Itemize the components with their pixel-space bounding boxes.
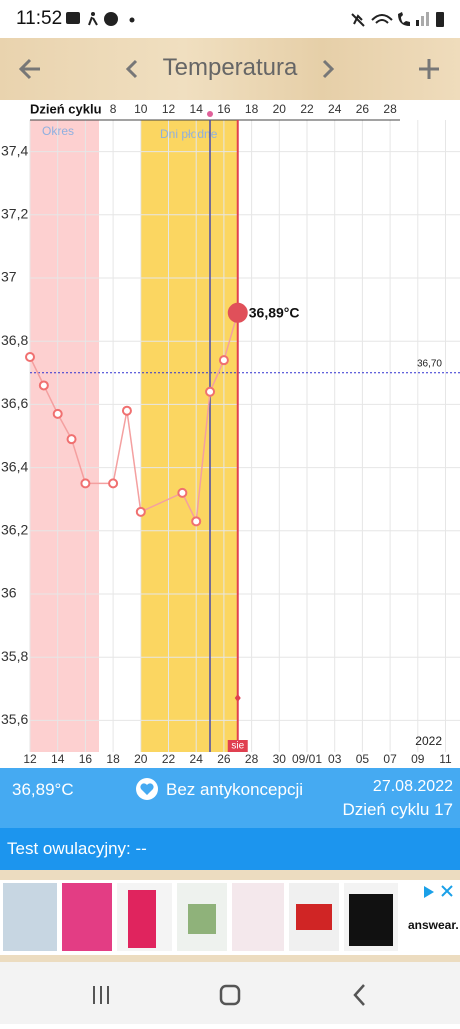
system-icons bbox=[351, 12, 444, 27]
temperature-chart: Okres Dni płodne35,635,83636,236,436,636,… bbox=[0, 100, 460, 766]
line-segment bbox=[140, 492, 183, 513]
data-point bbox=[25, 352, 35, 362]
value-label: 36,89°C bbox=[249, 304, 300, 320]
line-segment bbox=[209, 359, 225, 393]
data-point bbox=[135, 506, 146, 517]
add-button[interactable] bbox=[416, 56, 442, 82]
data-point bbox=[177, 487, 188, 498]
x-tick-label: 07 bbox=[383, 752, 397, 766]
next-button[interactable] bbox=[320, 58, 336, 80]
screen-title: Temperatura bbox=[162, 54, 298, 81]
data-point bbox=[38, 380, 49, 391]
contraception: Bez antykoncepcji bbox=[166, 780, 304, 799]
y-tick-label: 36,4 bbox=[1, 458, 28, 474]
x-tick-label: 05 bbox=[356, 752, 370, 766]
y-tick-label: 37 bbox=[1, 269, 17, 285]
x-tick-label: 28 bbox=[245, 752, 259, 766]
x-tick-label: 18 bbox=[106, 752, 120, 766]
month-marker-bg bbox=[227, 740, 248, 752]
cycle-day-label: 18 bbox=[245, 102, 259, 116]
y-tick-label: 36,2 bbox=[1, 522, 28, 538]
cycle-day-label: 10 bbox=[134, 102, 148, 116]
status-bar: 11:52 bbox=[0, 0, 460, 38]
x-tick-label: 26 bbox=[217, 752, 231, 766]
month-marker: sie bbox=[231, 741, 244, 752]
fertile-band bbox=[140, 120, 238, 752]
nav-buttons bbox=[93, 984, 365, 1006]
line-segment bbox=[70, 438, 87, 484]
ad-banner[interactable]: answear. bbox=[0, 880, 460, 955]
today-marker bbox=[234, 694, 241, 702]
app-header: Temperatura bbox=[0, 38, 460, 100]
nav-bar bbox=[0, 962, 460, 1024]
cycle-day-label: 22 bbox=[300, 102, 314, 116]
line-segment bbox=[43, 385, 59, 415]
x-tick-label: 11 bbox=[439, 752, 452, 766]
ad-images bbox=[3, 883, 453, 951]
cycle-day-label: 16 bbox=[217, 102, 231, 116]
data-point bbox=[52, 408, 63, 419]
y-tick-label: 35,8 bbox=[1, 648, 28, 664]
ovulation-test: Test owulacyjny: -- bbox=[7, 839, 147, 858]
line-segment bbox=[195, 391, 211, 522]
line-segment bbox=[29, 356, 45, 386]
y-tick-label: 35,6 bbox=[1, 711, 28, 727]
top-axis-bg bbox=[0, 100, 460, 120]
line-segment bbox=[112, 410, 128, 484]
y-tick-label: 36 bbox=[1, 585, 17, 601]
cycle-day-label: 20 bbox=[273, 102, 287, 116]
cycle-day-label: 24 bbox=[328, 102, 342, 116]
ovulation-panel[interactable]: Test owulacyjny: -- bbox=[0, 828, 460, 870]
x-tick-label: 30 bbox=[273, 752, 287, 766]
year-label: 2022 bbox=[415, 734, 442, 748]
data-point bbox=[205, 386, 216, 397]
clock: 11:52 bbox=[16, 8, 63, 29]
line-segment bbox=[126, 410, 142, 512]
y-tick-label: 36,6 bbox=[1, 395, 28, 411]
reference-label: 36,70 bbox=[417, 358, 442, 369]
data-point bbox=[108, 478, 119, 489]
data-point bbox=[191, 516, 202, 527]
x-tick-label: 20 bbox=[134, 752, 148, 766]
y-tick-label: 36,8 bbox=[1, 332, 28, 348]
x-tick-label: 16 bbox=[79, 752, 93, 766]
y-tick-label: 37,4 bbox=[1, 142, 28, 158]
x-tick-label: 24 bbox=[190, 752, 204, 766]
band-label: Dni płodne bbox=[160, 127, 218, 141]
cycle-day-label: 14 bbox=[190, 102, 204, 116]
data-point bbox=[80, 478, 91, 489]
status-icons bbox=[66, 12, 135, 26]
data-point bbox=[121, 405, 132, 416]
back-button[interactable] bbox=[18, 56, 44, 82]
info-panel: 36,89°C Bez antykoncepcji 27.08.2022 Dzi… bbox=[0, 768, 460, 828]
line-segment bbox=[181, 492, 197, 522]
prev-button[interactable] bbox=[124, 58, 140, 80]
data-point bbox=[227, 302, 248, 323]
x-tick-label: 09 bbox=[411, 752, 425, 766]
x-tick-label: 14 bbox=[51, 752, 65, 766]
cycle-day-label: 28 bbox=[383, 102, 397, 116]
ad-brand: answear. bbox=[408, 918, 459, 932]
heart-icon bbox=[136, 778, 158, 800]
ovulation-dot bbox=[207, 111, 213, 117]
temperature: 36,89°C bbox=[12, 780, 74, 799]
cycle-day-label: 8 bbox=[110, 102, 117, 116]
period-band bbox=[30, 120, 99, 752]
cycle-day-label: 26 bbox=[356, 102, 370, 116]
x-tick-label: 09/01 bbox=[292, 752, 322, 766]
date: 27.08.2022 bbox=[372, 778, 453, 795]
x-tick-label: 03 bbox=[328, 752, 342, 766]
top-axis-label: Dzień cyklu bbox=[30, 101, 102, 116]
x-tick-label: 22 bbox=[162, 752, 176, 766]
data-point bbox=[218, 355, 229, 366]
cycle-day: Dzień cyklu 17 bbox=[342, 800, 453, 819]
x-tick-label: 12 bbox=[23, 752, 37, 766]
cycle-day-label: 12 bbox=[162, 102, 176, 116]
data-point bbox=[66, 434, 77, 445]
y-tick-label: 37,2 bbox=[1, 206, 28, 222]
